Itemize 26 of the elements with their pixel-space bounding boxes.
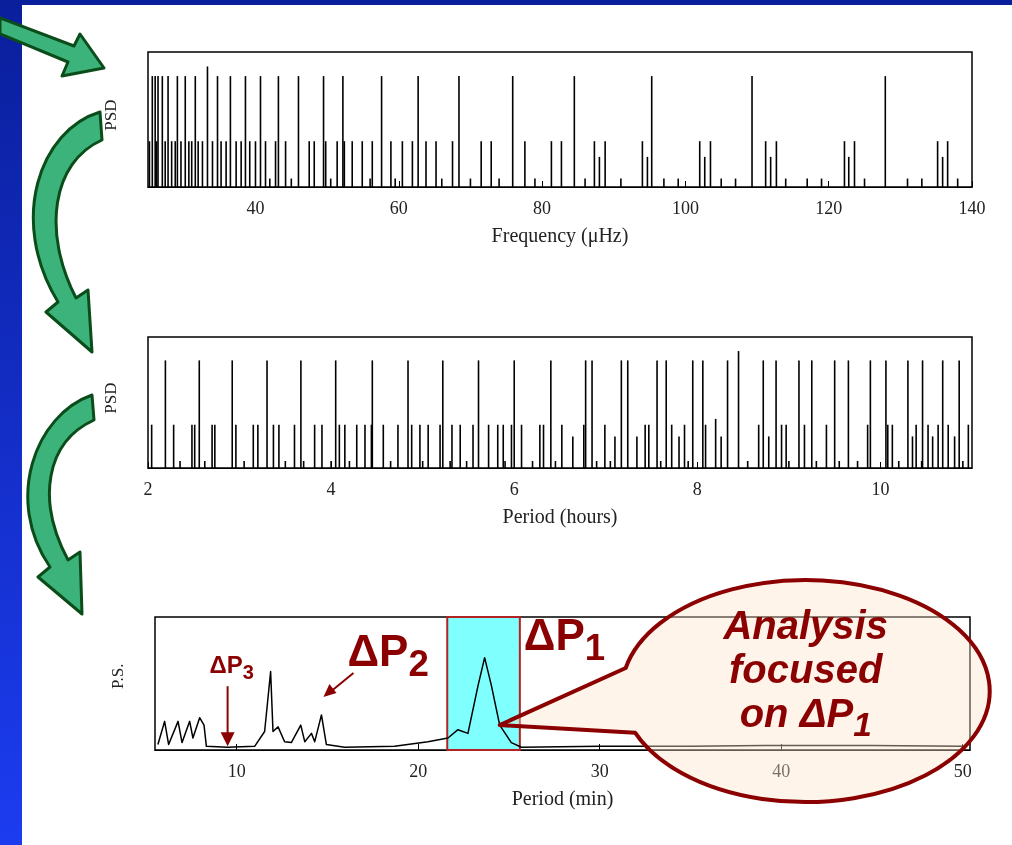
y-axis-title: P.S. [108, 663, 127, 690]
x-tick-label: 40 [246, 198, 265, 218]
x-tick-label: 20 [409, 761, 428, 781]
x-tick-label: 40 [772, 761, 791, 781]
x-tick-label: 8 [692, 479, 702, 499]
y-axis-title: PSD [101, 382, 120, 414]
x-tick-label: 100 [671, 198, 699, 218]
x-tick-label: 10 [227, 761, 246, 781]
x-axis-title: Period (hours) [502, 505, 618, 528]
annotation: ΔP$_{3}$ [209, 651, 254, 685]
annotation: ΔP$_{2}$ [347, 625, 429, 684]
x-tick-label: 50 [953, 761, 972, 781]
band-label: ΔP$_{1}$ [523, 610, 606, 668]
x-tick-label: 140 [958, 198, 986, 218]
x-tick-label: 10 [871, 479, 890, 499]
y-axis-title: PSD [101, 99, 120, 131]
x-tick-label: 30 [590, 761, 609, 781]
x-tick-label: 4 [326, 479, 336, 499]
x-tick-label: 6 [509, 479, 519, 499]
x-tick-label: 60 [389, 198, 408, 218]
x-axis-title: Period (min) [511, 787, 614, 810]
annotation: Analysis focused on ΔP$_{1}$ [722, 603, 889, 744]
x-tick-label: 2 [143, 479, 153, 499]
x-tick-label: 120 [815, 198, 843, 218]
x-tick-label: 80 [533, 198, 552, 218]
x-axis-title: Frequency (μHz) [491, 224, 629, 247]
